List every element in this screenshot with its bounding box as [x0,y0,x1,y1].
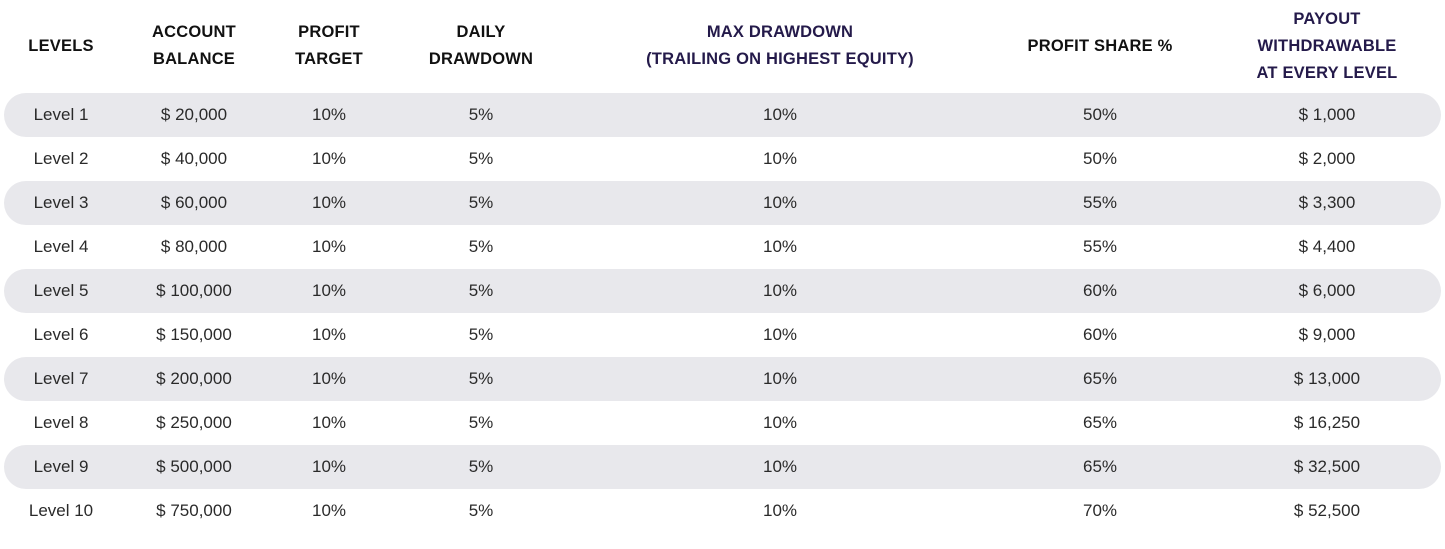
cell-profit-target: 10% [311,369,347,388]
cell-account-balance: $ 150,000 [156,325,232,344]
cell-account-balance: $ 40,000 [160,149,228,168]
cell-daily-drawdown: 5% [468,501,494,520]
cell-profit-share: 70% [1082,501,1118,520]
cell-profit-share: 65% [1082,413,1118,432]
table-body: Level 1 $ 20,000 10% 5% 10% 50% $ 1,000 … [4,93,1441,533]
table-row: Level 7 $ 200,000 10% 5% 10% 65% $ 13,00… [4,357,1441,401]
table-row: Level 9 $ 500,000 10% 5% 10% 65% $ 32,50… [4,445,1441,489]
cell-max-drawdown: 10% [762,413,798,432]
cell-max-drawdown: 10% [762,501,798,520]
cell-account-balance: $ 80,000 [160,237,228,256]
cell-account-balance: $ 60,000 [160,193,228,212]
cell-account-balance: $ 750,000 [156,501,232,520]
header-levels: LEVELS [28,36,94,55]
cell-daily-drawdown: 5% [468,457,494,476]
cell-level: Level 10 [28,501,94,520]
cell-max-drawdown: 10% [762,193,798,212]
cell-level: Level 5 [33,281,89,300]
header-payout: PAYOUT WITHDRAWABLE AT EVERY LEVEL [1256,9,1398,82]
cell-payout: $ 9,000 [1298,325,1356,344]
cell-profit-share: 65% [1082,457,1118,476]
cell-level: Level 1 [33,105,89,124]
header-daily-drawdown: DAILY DRAWDOWN [428,23,534,68]
cell-profit-share: 50% [1082,149,1118,168]
table-row: Level 3 $ 60,000 10% 5% 10% 55% $ 3,300 [4,181,1441,225]
cell-level: Level 9 [33,457,89,476]
cell-payout: $ 13,000 [1293,369,1361,388]
cell-level: Level 4 [33,237,89,256]
cell-max-drawdown: 10% [762,105,798,124]
table-row: Level 10 $ 750,000 10% 5% 10% 70% $ 52,5… [4,489,1441,533]
cell-daily-drawdown: 5% [468,325,494,344]
table-row: Level 4 $ 80,000 10% 5% 10% 55% $ 4,400 [4,225,1441,269]
cell-account-balance: $ 500,000 [156,457,232,476]
cell-profit-target: 10% [311,281,347,300]
cell-level: Level 8 [33,413,89,432]
header-account-balance: ACCOUNT BALANCE [152,23,236,68]
cell-payout: $ 4,400 [1298,237,1356,256]
cell-payout: $ 6,000 [1298,281,1356,300]
cell-max-drawdown: 10% [762,149,798,168]
header-profit-target: PROFIT TARGET [295,23,363,68]
table-row: Level 2 $ 40,000 10% 5% 10% 50% $ 2,000 [4,137,1441,181]
cell-profit-target: 10% [311,325,347,344]
cell-payout: $ 1,000 [1298,105,1356,124]
table-row: Level 8 $ 250,000 10% 5% 10% 65% $ 16,25… [4,401,1441,445]
cell-max-drawdown: 10% [762,325,798,344]
cell-max-drawdown: 10% [762,369,798,388]
cell-daily-drawdown: 5% [468,193,494,212]
table-row: Level 6 $ 150,000 10% 5% 10% 60% $ 9,000 [4,313,1441,357]
cell-account-balance: $ 200,000 [156,369,232,388]
cell-profit-share: 60% [1082,281,1118,300]
cell-daily-drawdown: 5% [468,237,494,256]
cell-profit-share: 50% [1082,105,1118,124]
table-row: Level 5 $ 100,000 10% 5% 10% 60% $ 6,000 [4,269,1441,313]
cell-payout: $ 2,000 [1298,149,1356,168]
cell-payout: $ 16,250 [1293,413,1361,432]
cell-profit-target: 10% [311,501,347,520]
cell-profit-share: 65% [1082,369,1118,388]
cell-max-drawdown: 10% [762,281,798,300]
cell-daily-drawdown: 5% [468,149,494,168]
cell-account-balance: $ 100,000 [156,281,232,300]
cell-profit-target: 10% [311,105,347,124]
cell-max-drawdown: 10% [762,237,798,256]
table-header: LEVELS ACCOUNT BALANCE PROFIT TARGET DAI… [0,0,1445,92]
cell-profit-target: 10% [311,457,347,476]
cell-payout: $ 52,500 [1293,501,1361,520]
cell-level: Level 2 [33,149,89,168]
cell-daily-drawdown: 5% [468,413,494,432]
cell-profit-share: 55% [1082,237,1118,256]
cell-profit-share: 55% [1082,193,1118,212]
cell-profit-target: 10% [311,413,347,432]
cell-level: Level 3 [33,193,89,212]
cell-daily-drawdown: 5% [468,281,494,300]
cell-level: Level 7 [33,369,89,388]
table-row: Level 1 $ 20,000 10% 5% 10% 50% $ 1,000 [4,93,1441,137]
cell-profit-target: 10% [311,237,347,256]
cell-profit-target: 10% [311,193,347,212]
cell-level: Level 6 [33,325,89,344]
cell-daily-drawdown: 5% [468,105,494,124]
cell-profit-target: 10% [311,149,347,168]
cell-payout: $ 3,300 [1298,193,1356,212]
cell-profit-share: 60% [1082,325,1118,344]
cell-daily-drawdown: 5% [468,369,494,388]
cell-account-balance: $ 250,000 [156,413,232,432]
cell-payout: $ 32,500 [1293,457,1361,476]
cell-max-drawdown: 10% [762,457,798,476]
header-max-drawdown: MAX DRAWDOWN (TRAILING ON HIGHEST EQUITY… [646,23,914,68]
header-profit-share: PROFIT SHARE % [1027,36,1173,55]
cell-account-balance: $ 20,000 [160,105,228,124]
